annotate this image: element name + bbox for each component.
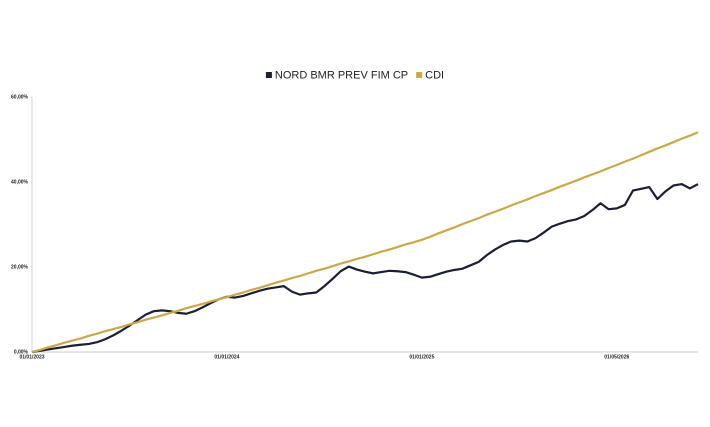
legend-swatch — [416, 72, 423, 78]
legend-label: CDI — [425, 69, 444, 81]
legend-swatch — [265, 72, 272, 78]
legend-label: NORD BMR PREV FIM CP — [275, 69, 408, 81]
y-tick-label: 40,00% — [11, 179, 29, 185]
x-tick-label: 01/01/2024 — [214, 354, 239, 360]
line-series — [31, 131, 699, 354]
x-tick-label: 01/05/2026 — [604, 354, 629, 360]
x-tick-label: 01/01/2023 — [19, 354, 44, 360]
x-tick-label: 01/01/2025 — [409, 354, 434, 360]
line-series — [31, 183, 699, 354]
y-tick-label: 20,00% — [11, 264, 29, 270]
y-tick-label: 60,00% — [11, 94, 29, 100]
y-tick-label: 0,00% — [14, 349, 29, 355]
